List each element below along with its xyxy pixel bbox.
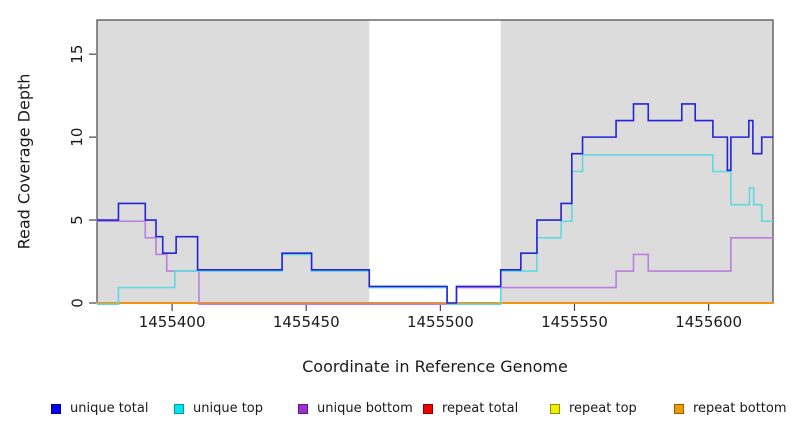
legend-label: repeat top [569,401,637,416]
plot-shaded-region [500,20,773,303]
legend-label: repeat bottom [693,401,787,416]
x-axis-title: Coordinate in Reference Genome [302,357,568,376]
repeat-top-swatch-icon [550,404,560,414]
x-tick-label: 1455500 [407,313,474,331]
x-tick-label: 1455450 [273,313,340,331]
legend-label: unique total [70,401,149,416]
y-axis-title: Read Coverage Depth [15,74,34,250]
x-tick-label: 1455400 [139,313,206,331]
legend-item-unique-total: unique total [51,400,148,418]
series-unique-total-line [97,103,773,304]
legend-item-unique-bottom: unique bottom [298,400,413,418]
repeat-total-swatch-icon [423,404,433,414]
legend-item-repeat-top: repeat top [550,400,637,418]
legend: unique total unique top unique bottom re… [0,398,792,424]
legend-label: repeat total [442,401,519,416]
repeat-bottom-swatch-icon [674,404,684,414]
plot-area-wrapper: 1455400 1455450 1455500 1455550 1455600 0 5 10 1… [15,19,774,376]
legend-label: unique bottom [317,401,413,416]
plot-shaded-region [97,20,370,303]
x-tick-label: 1455550 [541,313,608,331]
legend-item-unique-top: unique top [174,400,263,418]
x-tick-label: 1455600 [675,313,742,331]
legend-item-repeat-total: repeat total [423,400,518,418]
legend-item-repeat-bottom: repeat bottom [674,400,787,418]
y-tick-label: 15 [68,45,86,64]
y-tick-label: 0 [68,298,86,308]
y-tick-label: 10 [68,128,86,147]
coverage-plot: 1455400 1455450 1455500 1455550 1455600 0 5 10 1… [15,19,774,376]
y-tick-label: 5 [68,215,86,225]
unique-bottom-swatch-icon [298,404,308,414]
unique-top-swatch-icon [174,404,184,414]
legend-label: unique top [193,401,264,416]
unique-total-swatch-icon [51,404,61,414]
